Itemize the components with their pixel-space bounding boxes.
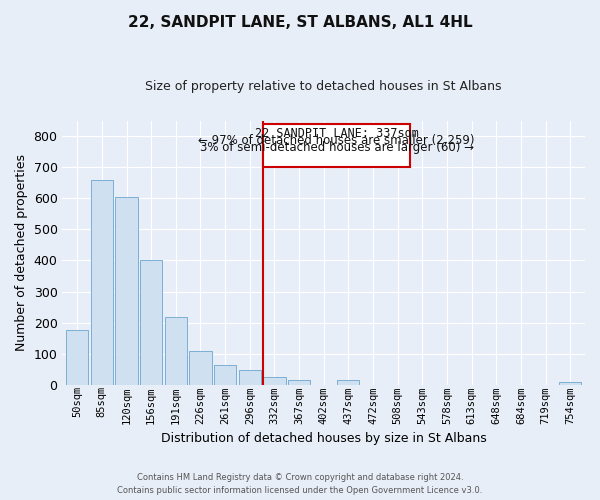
Text: ← 97% of detached houses are smaller (2,259): ← 97% of detached houses are smaller (2,… (199, 134, 475, 147)
Bar (337, 380, 359, 385)
Bar (66, 330, 88, 385)
X-axis label: Distribution of detached houses by size in St Albans: Distribution of detached houses by size … (161, 432, 487, 445)
Bar (115, 196, 137, 385)
Bar (559, 382, 581, 385)
Bar (239, 370, 261, 385)
Bar (214, 365, 236, 385)
Bar (91, 180, 113, 385)
Text: Contains HM Land Registry data © Crown copyright and database right 2024.
Contai: Contains HM Land Registry data © Crown c… (118, 474, 482, 495)
Bar (165, 317, 187, 385)
Bar (263, 377, 286, 385)
Text: 22, SANDPIT LANE, ST ALBANS, AL1 4HL: 22, SANDPIT LANE, ST ALBANS, AL1 4HL (128, 15, 472, 30)
Text: 3% of semi-detached houses are larger (60) →: 3% of semi-detached houses are larger (6… (200, 141, 473, 154)
Bar (190, 350, 212, 385)
Bar (288, 380, 310, 385)
Y-axis label: Number of detached properties: Number of detached properties (15, 154, 28, 351)
Title: Size of property relative to detached houses in St Albans: Size of property relative to detached ho… (145, 80, 502, 93)
Bar (140, 260, 162, 385)
FancyBboxPatch shape (263, 124, 410, 167)
Text: 22 SANDPIT LANE: 337sqm: 22 SANDPIT LANE: 337sqm (255, 128, 419, 140)
